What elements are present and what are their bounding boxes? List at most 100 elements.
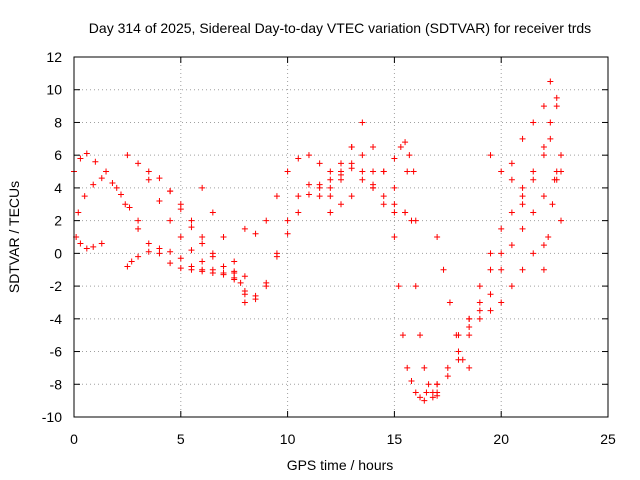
data-point: [508, 160, 515, 167]
data-point: [348, 160, 355, 167]
data-point: [273, 250, 280, 257]
data-point: [156, 175, 163, 182]
data-point: [284, 230, 291, 237]
data-point: [103, 168, 110, 175]
y-tick-label: 6: [54, 147, 62, 163]
data-point: [359, 152, 366, 159]
data-point: [530, 250, 537, 257]
data-point: [316, 160, 323, 167]
data-point: [156, 198, 163, 204]
data-point: [391, 155, 398, 162]
data-point: [444, 364, 451, 371]
x-tick-label: 10: [280, 431, 296, 447]
data-point: [220, 271, 227, 278]
data-point: [540, 266, 547, 273]
data-point: [231, 274, 238, 281]
data-point: [370, 184, 377, 191]
data-point: [408, 217, 415, 224]
data-point: [370, 168, 377, 175]
y-axis-label: SDTVAR / TECUs: [6, 181, 22, 293]
data-point: [487, 250, 494, 257]
data-point: [295, 193, 302, 200]
data-point: [408, 378, 415, 384]
data-point: [391, 201, 398, 208]
data-point: [391, 209, 398, 216]
data-point: [519, 135, 526, 142]
data-point: [252, 296, 259, 303]
data-point: [135, 217, 142, 224]
data-point: [177, 255, 184, 262]
data-point: [421, 397, 428, 404]
data-point: [241, 299, 248, 306]
data-point: [429, 389, 436, 396]
x-tick-label: 25: [600, 431, 616, 447]
data-point: [404, 168, 411, 175]
data-point: [135, 160, 142, 167]
data-point: [434, 381, 441, 388]
data-point: [547, 135, 554, 142]
data-point: [124, 263, 131, 270]
data-point: [90, 243, 97, 250]
series-sat-track-4: [124, 245, 206, 273]
data-point: [199, 240, 206, 247]
data-point: [487, 266, 494, 273]
data-point: [188, 266, 195, 273]
x-tick-label: 20: [493, 431, 509, 447]
data-point: [295, 155, 302, 162]
grid: [74, 57, 608, 417]
series-sat-track-23: [487, 103, 560, 191]
data-point: [487, 291, 494, 298]
data-point: [220, 263, 227, 270]
y-tick-label: 10: [46, 82, 62, 98]
series-sat-track-12: [263, 119, 398, 290]
series-sat-track-17: [404, 168, 441, 399]
data-point: [327, 209, 334, 216]
x-axis-label: GPS time / hours: [287, 457, 394, 473]
data-point: [316, 184, 323, 191]
data-point: [410, 168, 417, 175]
data-point: [508, 209, 515, 216]
data-point: [305, 191, 312, 198]
data-point: [284, 217, 291, 224]
series-sat-track-14: [327, 176, 409, 216]
data-point: [273, 193, 280, 200]
data-point: [156, 250, 163, 257]
data-point: [558, 152, 565, 159]
y-tick-label: 0: [54, 245, 62, 261]
data-point: [109, 180, 116, 186]
data-point: [553, 94, 560, 101]
data-point: [122, 201, 129, 208]
data-point: [338, 176, 344, 183]
data-point: [530, 168, 537, 175]
y-tick-label: -8: [50, 376, 63, 392]
data-point: [316, 193, 323, 200]
data-point: [417, 394, 424, 401]
data-point: [519, 201, 526, 208]
data-point: [508, 242, 515, 249]
y-tick-label: -2: [50, 278, 63, 294]
data-point: [455, 348, 462, 355]
axis-ticks: [73, 56, 609, 418]
y-tick-label: -4: [50, 311, 63, 327]
series-sat-track-15: [370, 139, 417, 191]
data-point: [135, 225, 142, 232]
data-point: [199, 184, 206, 191]
data-point: [519, 184, 526, 191]
data-point: [199, 268, 206, 275]
data-point: [126, 204, 133, 211]
data-point: [209, 250, 216, 257]
data-point: [145, 168, 152, 175]
data-point: [380, 168, 387, 175]
data-point: [519, 266, 526, 273]
data-points: [71, 78, 565, 404]
data-point: [135, 253, 142, 260]
series-sat-track-8: [167, 188, 259, 299]
series-sat-track-1: [71, 150, 129, 208]
data-point: [498, 250, 505, 257]
data-point: [540, 193, 547, 200]
data-point: [487, 307, 494, 314]
data-point: [487, 152, 494, 159]
data-point: [252, 230, 259, 237]
data-point: [476, 283, 483, 290]
